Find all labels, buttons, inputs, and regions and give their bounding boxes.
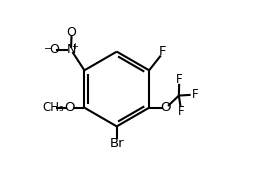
- Text: CH₃: CH₃: [42, 101, 64, 114]
- Text: F: F: [176, 73, 183, 86]
- Text: +: +: [72, 42, 78, 51]
- Text: Br: Br: [110, 137, 124, 150]
- Text: F: F: [159, 45, 166, 59]
- Text: F: F: [192, 88, 199, 101]
- Text: −: −: [44, 44, 52, 54]
- Text: O: O: [50, 43, 59, 56]
- Text: O: O: [160, 101, 171, 114]
- Text: O: O: [67, 26, 77, 40]
- Text: F: F: [178, 105, 184, 118]
- Text: O: O: [64, 101, 75, 114]
- Text: N: N: [66, 43, 76, 56]
